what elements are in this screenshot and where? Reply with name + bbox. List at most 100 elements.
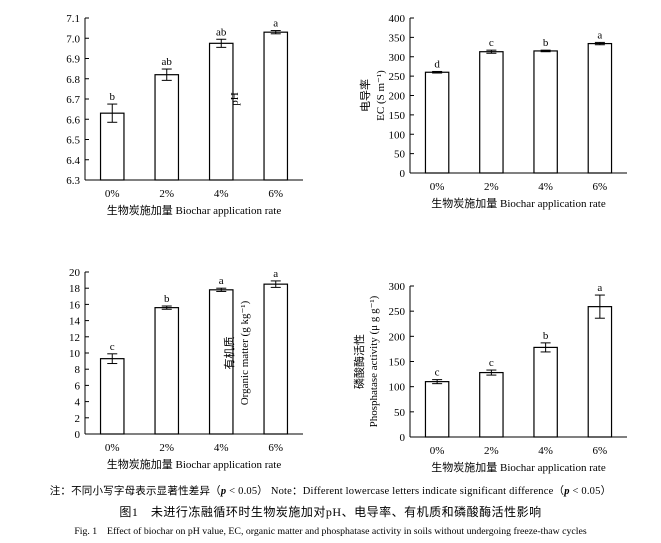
note-p-symbol: p [220,486,227,497]
bar [587,306,613,438]
note-suffix: < 0.05） [569,486,612,497]
bar [154,307,180,435]
y-tick-label: 150 [389,110,406,122]
y-tick-label: 2 [75,413,81,425]
bar [154,74,180,181]
x-axis-title: 生物炭施加量 Biochar application rate [107,203,282,217]
x-tick-label: 2% [159,188,174,200]
bar [99,358,125,435]
y-tick-label: 6.4 [66,155,80,167]
y-tick-label: 18 [69,283,81,295]
note-middle: < 0.05） Note：Different lowercase letters… [226,486,565,497]
y-axis-title-line: pH [229,92,241,106]
y-tick-label: 350 [389,32,406,44]
y-tick-label: 14 [69,316,81,328]
significance-letter: b [110,91,116,103]
significance-letter: a [273,18,278,30]
chart-panel-ec: 0 50 100 150 200 250 300 350 400 d 0% c 2% b 4% a 6% 生物炭施… [358,13,627,210]
y-tick-label: 20 [69,267,81,279]
y-tick-label: 6.5 [66,135,80,147]
significance-letter: b [543,37,549,49]
y-tick-label: 6 [75,380,81,392]
x-tick-label: 0% [430,181,445,193]
x-tick-label: 6% [268,442,283,454]
y-tick-label: 6.8 [66,74,80,86]
y-tick-label: 6.9 [66,54,80,66]
significance-letter: d [434,58,440,70]
y-tick-label: 250 [389,71,406,83]
y-tick-label: 10 [69,348,81,360]
y-tick-label: 250 [389,306,406,318]
y-tick-label: 6.6 [66,114,80,126]
y-tick-label: 100 [389,129,406,141]
x-tick-label: 6% [593,181,608,193]
x-tick-label: 0% [430,445,445,457]
x-tick-label: 0% [105,188,120,200]
x-tick-label: 0% [105,442,120,454]
y-tick-label: 0 [75,429,81,441]
y-tick-label: 7.0 [66,33,80,45]
y-tick-label: 7.1 [66,13,80,25]
y-tick-label: 6.3 [66,175,80,187]
bar [99,112,125,181]
bar [263,31,289,181]
chart-panel-om: 0 2 4 6 8 10 12 14 16 18 20 c 0% b 2% a 4% a 6% 生物炭施加量 Bioc… [69,267,303,471]
significance-letter: a [219,275,224,287]
figure-title-en: Fig. 1 Effect of biochar on pH value, EC… [74,526,587,537]
y-tick-label: 0 [400,432,406,444]
y-tick-label: 50 [394,407,406,419]
x-tick-label: 2% [484,445,499,457]
y-axis-title-line: 电导率 [358,79,372,112]
y-tick-label: 4 [75,397,81,409]
x-tick-label: 4% [214,442,229,454]
note-p-symbol-2: p [564,486,570,497]
x-axis-title: 生物炭施加量 Biochar application rate [107,457,282,471]
y-axis-title-line: 有机质 [222,337,236,370]
significance-letter: ab [216,26,227,38]
y-tick-label: 200 [389,331,406,343]
y-axis-title-line: 磷酸酶活性 [352,334,366,389]
y-tick-label: 50 [394,149,406,161]
x-tick-label: 4% [538,445,553,457]
x-tick-label: 2% [159,442,174,454]
y-tick-label: 8 [75,364,81,376]
bar [479,371,504,438]
significance-letter: c [489,357,494,369]
y-axis-title-line: Phosphatase activity (μ g g⁻¹) [368,295,380,427]
bar [533,50,558,174]
y-axis-title-line: EC (S m⁻¹) [375,70,387,121]
x-tick-label: 2% [484,181,499,193]
x-axis-title: 生物炭施加量 Biochar application rate [431,460,606,474]
significance-letter: c [435,367,440,379]
significance-note: 注：不同小写字母表示显著性差异（p < 0.05） Note：Different… [0,483,661,498]
y-tick-label: 300 [389,52,406,64]
significance-letter: b [543,330,549,342]
y-tick-label: 100 [389,382,406,394]
y-tick-label: 300 [389,281,406,293]
y-tick-label: 6.7 [66,94,80,106]
significance-letter: a [273,268,278,280]
y-tick-label: 0 [400,168,406,180]
y-tick-label: 12 [69,332,80,344]
note-prefix: 注：不同小写字母表示显著性差异（ [49,486,221,497]
chart-panel-pa: 0 50 100 150 200 250 300 c 0% c 2% b 4% a 6% 生物炭施加量 Bio… [352,281,627,474]
bar [208,42,234,181]
significance-letter: b [164,293,170,305]
x-axis-title: 生物炭施加量 Biochar application rate [431,196,606,210]
bar [424,71,450,174]
bar [587,42,613,174]
bar [424,381,450,438]
x-tick-label: 6% [268,188,283,200]
y-tick-label: 400 [389,13,406,25]
significance-letter: c [489,37,494,49]
bar [263,283,289,435]
y-tick-label: 200 [389,91,406,103]
significance-letter: a [597,282,602,294]
y-axis-title-line: Organic matter (g kg⁻¹) [239,300,251,405]
y-tick-label: 16 [69,299,81,311]
chart-panel-ph: 6.3 6.4 6.5 6.6 6.7 6.8 6.9 7.0 7.1 b 0% ab 2% ab 4% a 6… [66,13,303,217]
x-tick-label: 6% [593,445,608,457]
figure-title: 图1 未进行冻融循环时生物炭施加对pH、电导率、有机质和磷酸酶活性影响 [119,505,542,519]
bar [533,346,558,438]
